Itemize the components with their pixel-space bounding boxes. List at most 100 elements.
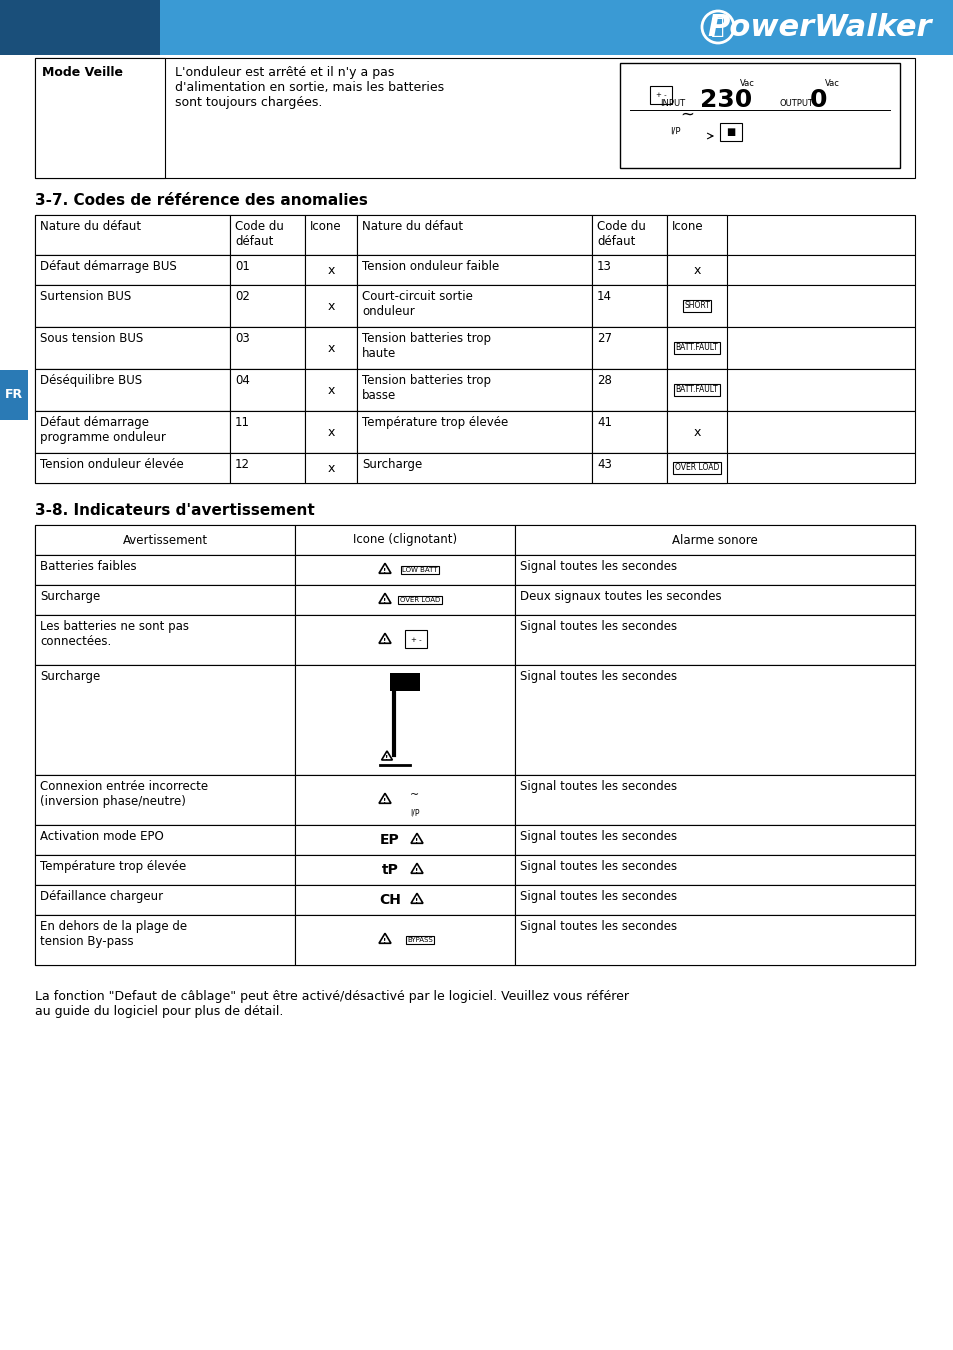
Text: 11: 11 — [234, 416, 250, 429]
Text: 0: 0 — [809, 88, 826, 112]
Text: x: x — [327, 462, 335, 474]
Text: En dehors de la plage de
tension By-pass: En dehors de la plage de tension By-pass — [40, 919, 187, 948]
Text: !: ! — [415, 868, 418, 873]
Bar — [35, 410, 914, 454]
Bar — [294, 525, 515, 555]
Bar — [35, 825, 294, 855]
Text: Défaut démarrage BUS: Défaut démarrage BUS — [40, 261, 176, 273]
Text: !: ! — [383, 568, 386, 574]
Text: Signal toutes les secondes: Signal toutes les secondes — [519, 890, 677, 903]
Text: LOW BATT: LOW BATT — [402, 567, 437, 572]
Bar — [35, 525, 294, 555]
Bar — [515, 886, 914, 915]
Text: INPUT: INPUT — [659, 99, 684, 108]
Bar — [35, 775, 914, 825]
Bar — [515, 616, 914, 666]
Bar — [230, 255, 305, 285]
Text: ~: ~ — [410, 790, 419, 801]
Bar — [160, 0, 953, 55]
Bar — [666, 215, 726, 255]
Bar — [592, 454, 666, 483]
Text: 3-8. Indicateurs d'avertissement: 3-8. Indicateurs d'avertissement — [35, 504, 314, 518]
Text: L'onduleur est arrêté et il n'y a pas
d'alimentation en sortie, mais les batteri: L'onduleur est arrêté et il n'y a pas d'… — [174, 66, 444, 109]
Text: !: ! — [415, 838, 418, 844]
Text: ■: ■ — [725, 127, 735, 136]
Text: x: x — [327, 383, 335, 397]
Text: Signal toutes les secondes: Signal toutes les secondes — [519, 780, 677, 792]
Text: BATT.FAULT: BATT.FAULT — [675, 343, 718, 352]
Bar — [35, 255, 230, 285]
Bar — [35, 369, 914, 410]
Text: + -: + - — [655, 92, 665, 99]
Bar — [35, 585, 914, 616]
Bar — [294, 585, 515, 616]
Bar — [35, 215, 230, 255]
Text: Nature du défaut: Nature du défaut — [361, 220, 462, 234]
Text: x: x — [327, 263, 335, 277]
Bar — [592, 215, 666, 255]
Bar — [0, 0, 160, 55]
Text: I/P: I/P — [410, 809, 419, 817]
Text: BATT.FAULT: BATT.FAULT — [675, 386, 718, 394]
Bar — [515, 855, 914, 886]
Text: FR: FR — [5, 389, 23, 401]
Text: Activation mode EPO: Activation mode EPO — [40, 830, 164, 842]
Text: Signal toutes les secondes: Signal toutes les secondes — [519, 860, 677, 873]
Text: Ⓒ: Ⓒ — [711, 18, 724, 36]
Bar — [666, 285, 726, 327]
Text: 27: 27 — [597, 332, 612, 346]
Bar — [294, 775, 515, 825]
Bar — [230, 454, 305, 483]
Text: 41: 41 — [597, 416, 612, 429]
Text: ~: ~ — [679, 107, 693, 124]
Bar — [35, 410, 230, 454]
Bar — [515, 825, 914, 855]
Text: 02: 02 — [234, 290, 250, 302]
Bar — [356, 454, 592, 483]
Text: Vac: Vac — [740, 80, 754, 88]
Bar — [35, 58, 914, 178]
Bar — [294, 555, 515, 585]
Text: Défaut démarrage
programme onduleur: Défaut démarrage programme onduleur — [40, 416, 166, 444]
Bar — [390, 674, 419, 691]
Text: BYPASS: BYPASS — [407, 937, 433, 944]
Text: Signal toutes les secondes: Signal toutes les secondes — [519, 830, 677, 842]
Text: Déséquilibre BUS: Déséquilibre BUS — [40, 374, 142, 387]
Text: Alarme sonore: Alarme sonore — [672, 533, 757, 547]
Bar — [15, 5, 145, 49]
Text: Code du
défaut: Code du défaut — [597, 220, 645, 248]
Bar — [592, 285, 666, 327]
Bar — [230, 215, 305, 255]
Bar — [35, 886, 294, 915]
Bar — [35, 255, 914, 285]
Text: !: ! — [383, 639, 386, 644]
Bar — [294, 666, 515, 775]
Text: Signal toutes les secondes: Signal toutes les secondes — [519, 560, 677, 572]
Text: Défaillance chargeur: Défaillance chargeur — [40, 890, 163, 903]
Bar — [305, 285, 356, 327]
Bar — [35, 855, 294, 886]
Bar — [592, 255, 666, 285]
Text: Tension batteries trop
basse: Tension batteries trop basse — [361, 374, 491, 402]
Bar — [0, 370, 28, 420]
Text: 01: 01 — [234, 261, 250, 273]
Bar — [35, 454, 914, 483]
Text: !: ! — [383, 938, 386, 944]
Text: Nature du défaut: Nature du défaut — [40, 220, 141, 234]
Bar — [35, 775, 294, 825]
Text: EP: EP — [379, 833, 399, 846]
Text: Icone: Icone — [671, 220, 703, 234]
Text: x: x — [327, 300, 335, 312]
Text: x: x — [693, 425, 700, 439]
Bar — [592, 327, 666, 369]
Bar — [35, 555, 914, 585]
Text: 28: 28 — [597, 374, 611, 387]
Text: Tension batteries trop
haute: Tension batteries trop haute — [361, 332, 491, 360]
Bar — [666, 410, 726, 454]
Text: tP: tP — [381, 863, 398, 878]
Bar — [35, 285, 914, 327]
Text: Tension onduleur élevée: Tension onduleur élevée — [40, 458, 184, 471]
Bar — [356, 285, 592, 327]
Bar — [405, 630, 427, 648]
Text: 43: 43 — [597, 458, 611, 471]
